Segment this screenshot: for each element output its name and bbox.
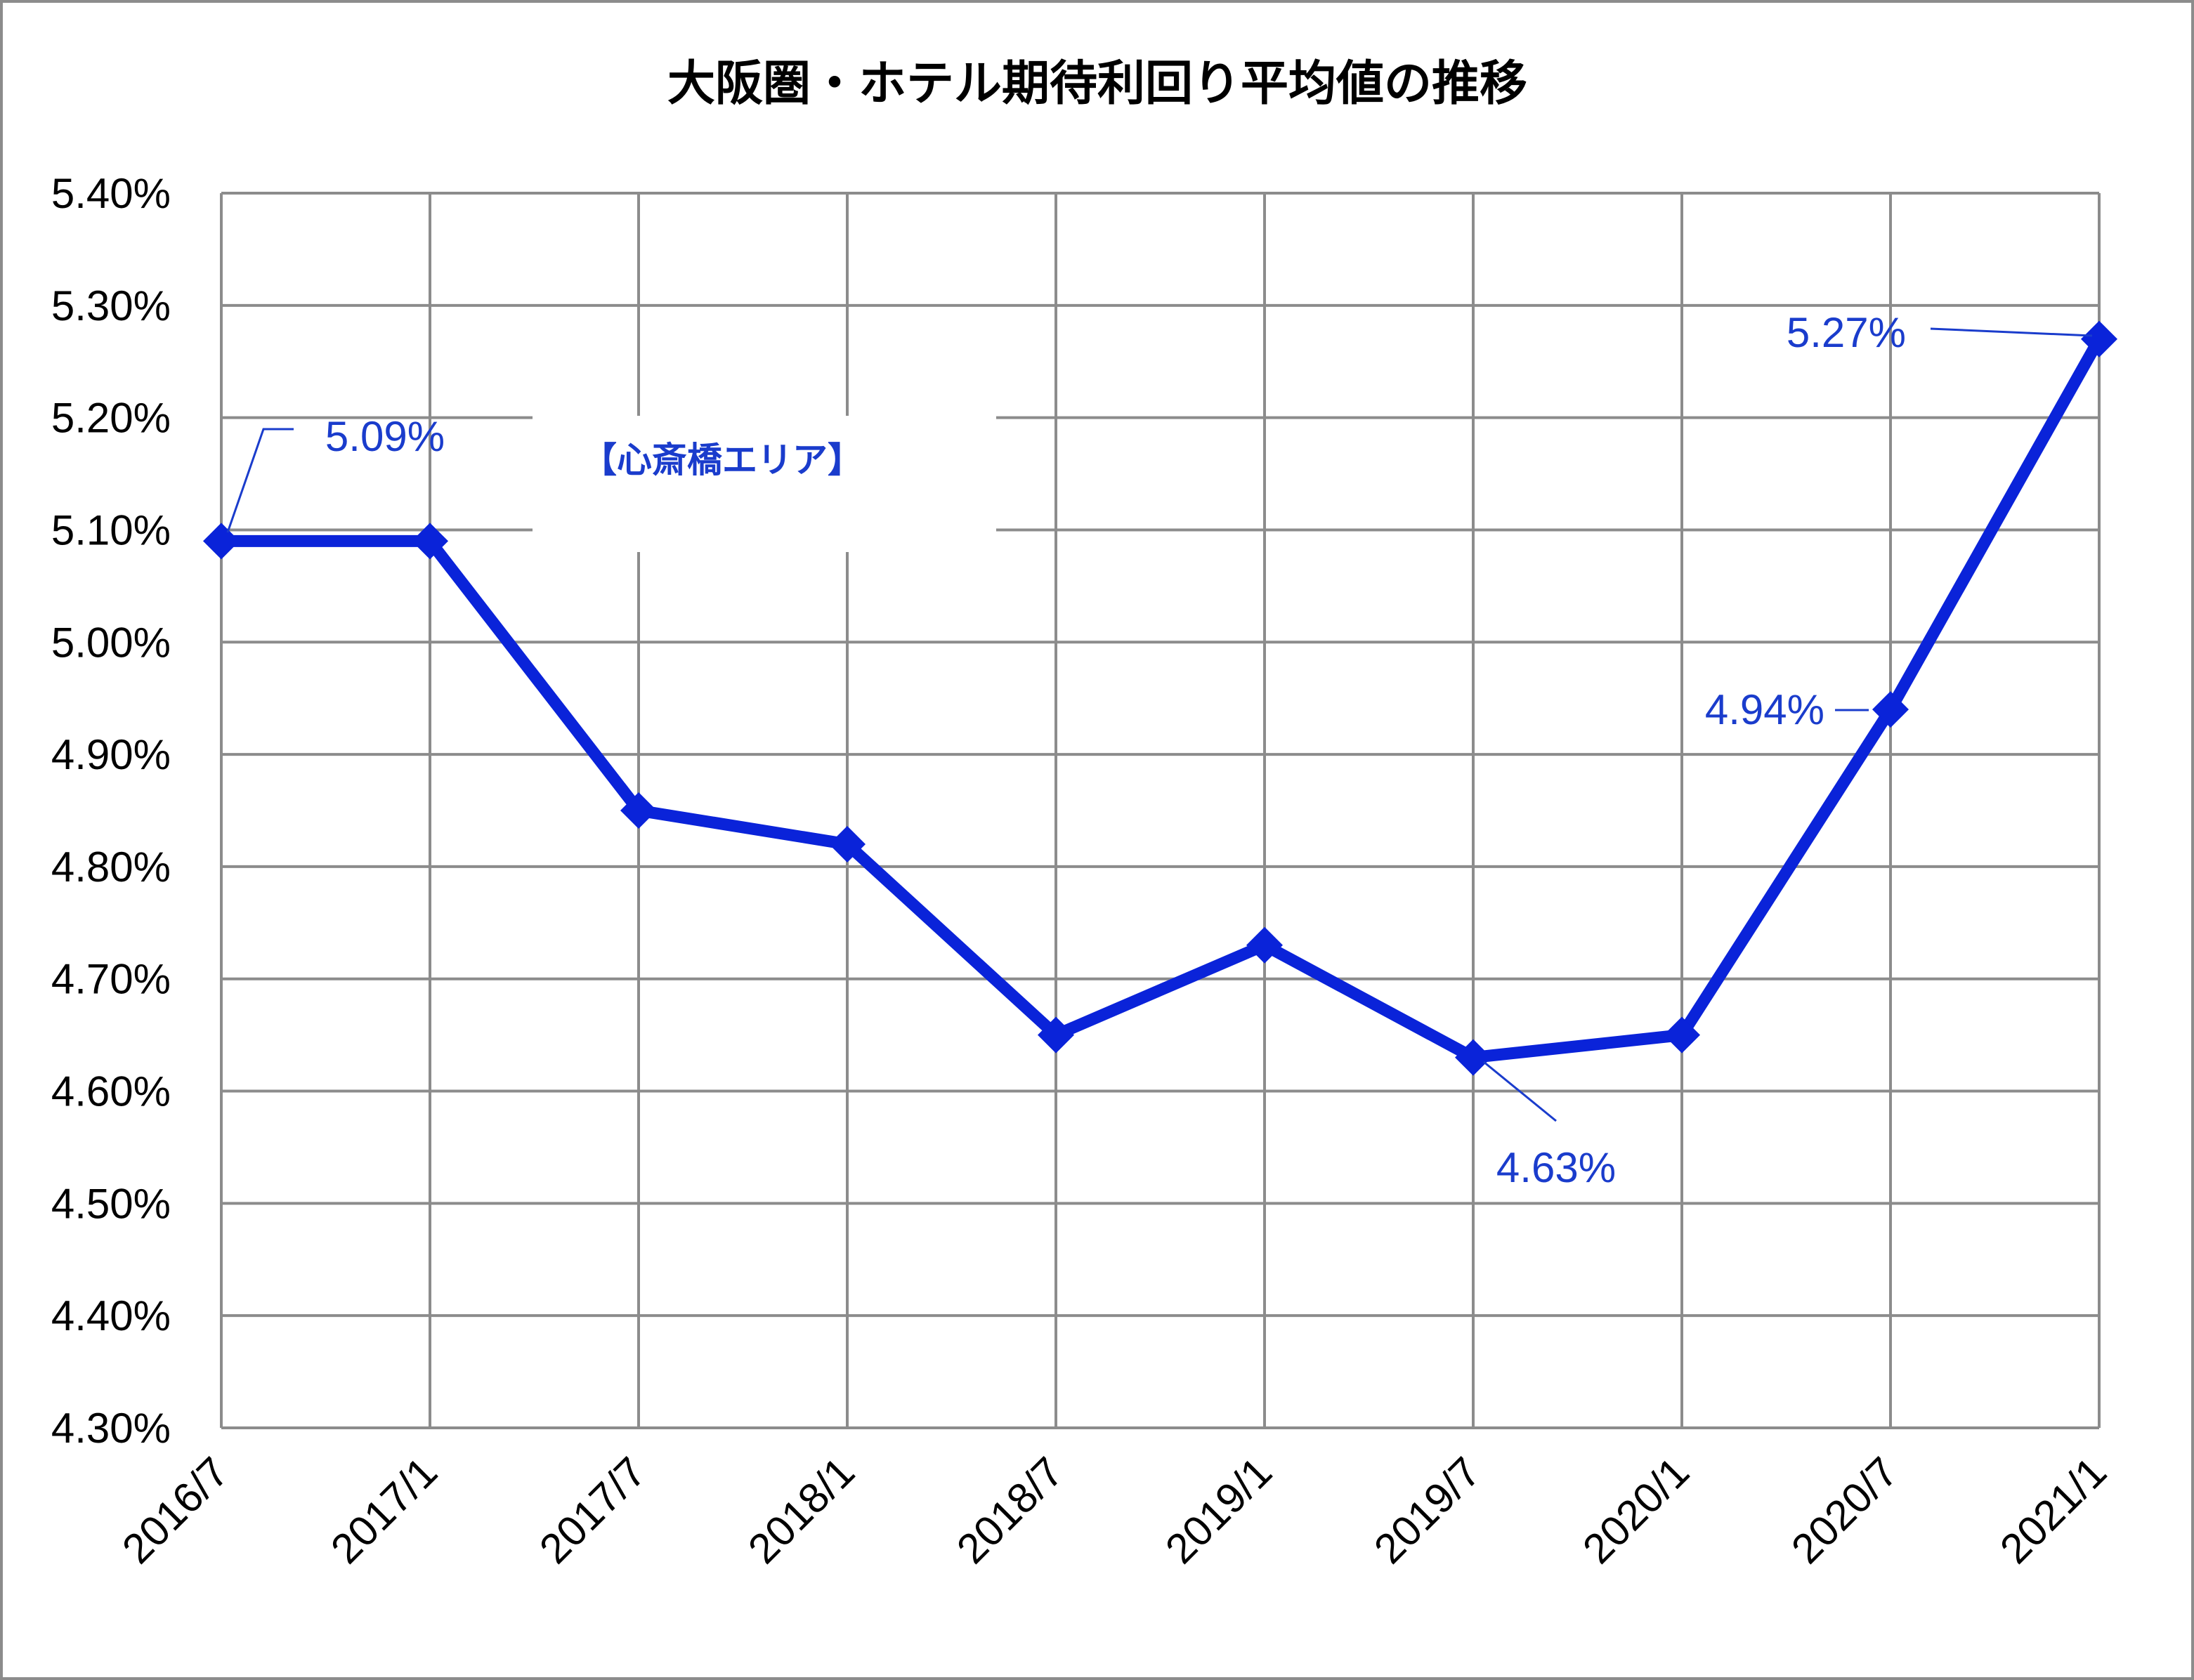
y-tick-label: 4.40%: [51, 1292, 171, 1339]
y-tick-label: 5.10%: [51, 506, 171, 553]
annotation-background: [533, 416, 996, 552]
grid: [220, 192, 2101, 1429]
data-point-marker: [2081, 320, 2117, 357]
x-tick-label: 2020/7: [1782, 1448, 1907, 1573]
data-label-leader-line: [226, 428, 294, 533]
data-point-marker: [203, 523, 240, 560]
y-tick-label: 5.30%: [51, 282, 171, 329]
x-tick-label: 2017/1: [322, 1448, 446, 1573]
y-axis-tick-labels: 4.30% 4.40% 4.50% 4.60% 4.70% 4.80% 4.90% 5.00%…: [51, 170, 171, 1452]
y-tick-label: 5.20%: [51, 395, 171, 442]
data-point-marker: [829, 825, 866, 862]
y-tick-label: 4.30%: [51, 1405, 171, 1452]
x-tick-label: 2020/1: [1574, 1448, 1698, 1573]
y-tick-label: 4.70%: [51, 956, 171, 1003]
y-tick-label: 5.40%: [51, 170, 171, 217]
data-label-leader-line: [1930, 327, 2093, 337]
y-tick-label: 5.00%: [51, 619, 171, 666]
series-line: [221, 336, 2105, 1064]
data-label: 4.94%: [1705, 686, 1824, 733]
annotation-group: 【心斎橋エリア】: [533, 416, 996, 552]
x-tick-label: 2018/7: [948, 1448, 1072, 1573]
data-point-marker: [620, 792, 657, 829]
x-tick-label: 2021/1: [1991, 1448, 2115, 1573]
data-label: 5.09%: [325, 413, 445, 460]
y-tick-label: 4.50%: [51, 1180, 171, 1227]
data-point-marker: [1246, 926, 1283, 964]
x-tick-label: 2018/1: [739, 1448, 863, 1573]
x-axis-tick-labels: 2016/7 2017/1 2017/7 2018/1 2018/7 2019/1 2019…: [113, 1448, 2115, 1573]
data-point-marker: [1664, 1016, 1700, 1054]
chart-title: 大阪圏・ホテル期待利回り平均値の推移: [667, 56, 1527, 112]
data-labels: 5.09% 4.63% 4.94% 5.27%: [226, 309, 2093, 1191]
y-tick-label: 4.90%: [51, 731, 171, 778]
y-tick-label: 4.60%: [51, 1068, 171, 1115]
series: [203, 320, 2117, 1076]
y-tick-label: 4.80%: [51, 844, 171, 891]
data-point-marker: [412, 523, 448, 560]
data-label-leader-line: [1483, 1061, 1557, 1122]
x-tick-label: 2017/7: [530, 1448, 655, 1573]
x-tick-label: 2016/7: [113, 1448, 237, 1573]
data-point-marker: [1038, 1016, 1074, 1054]
data-point-marker: [1872, 691, 1909, 728]
x-tick-label: 2019/1: [1156, 1448, 1281, 1573]
data-label: 4.63%: [1496, 1144, 1616, 1191]
data-label: 5.27%: [1787, 309, 1906, 356]
annotation-label: 【心斎橋エリア】: [582, 440, 863, 480]
x-tick-label: 2019/7: [1365, 1448, 1489, 1573]
data-point-marker: [1455, 1039, 1491, 1076]
